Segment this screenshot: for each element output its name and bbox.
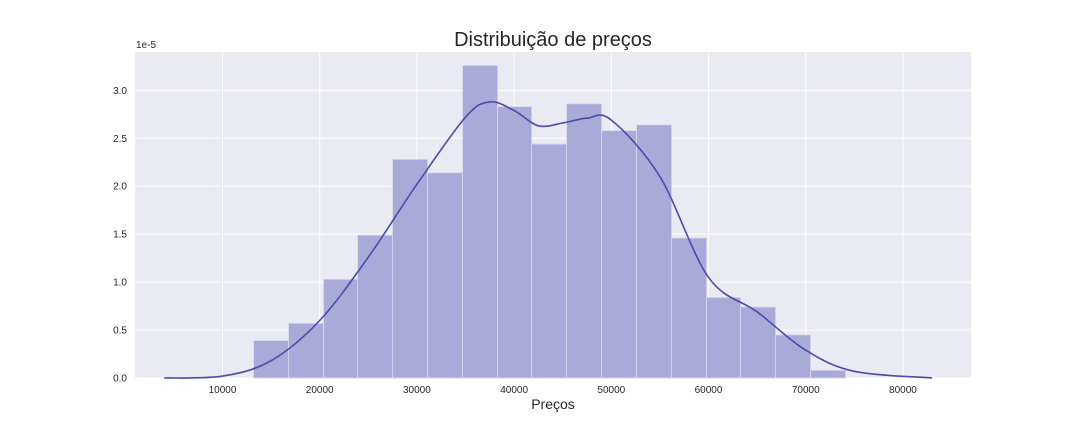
x-tick-label: 80000 xyxy=(889,385,917,396)
y-tick-label: 2.0 xyxy=(113,182,127,193)
histogram-bar xyxy=(253,340,289,379)
x-axis-label: Preços xyxy=(531,396,575,412)
histogram-bar xyxy=(288,322,324,379)
histogram-bar xyxy=(357,234,394,379)
chart-title: Distribuição de preços xyxy=(454,29,652,51)
histogram-bar xyxy=(706,297,742,379)
histogram-bar xyxy=(531,143,568,379)
histogram-bar xyxy=(671,237,707,379)
y-tick-label: 1.5 xyxy=(113,230,127,241)
y-tick-label: 1.0 xyxy=(113,278,127,289)
histogram-bars xyxy=(253,65,847,379)
histogram-bar xyxy=(462,65,498,379)
histogram-bar xyxy=(740,306,777,379)
y-offset-label: 1e-5 xyxy=(136,40,156,51)
y-tick-labels: 0.0 0.5 1.0 1.5 2.0 2.5 3.0 xyxy=(113,86,127,385)
x-tick-label: 50000 xyxy=(597,385,625,396)
histogram-bar xyxy=(636,124,672,379)
x-tick-label: 70000 xyxy=(792,385,820,396)
y-tick-label: 3.0 xyxy=(113,86,127,97)
x-tick-labels: 10000 20000 30000 40000 50000 60000 70000 80000 xyxy=(209,385,918,396)
histogram-bar xyxy=(497,106,533,379)
histogram-bar xyxy=(323,278,359,379)
y-tick-label: 0.5 xyxy=(113,326,127,337)
kde-curve xyxy=(164,100,933,379)
y-tick-label: 2.5 xyxy=(113,134,127,145)
x-tick-label: 40000 xyxy=(500,385,528,396)
x-tick-label: 30000 xyxy=(403,385,431,396)
histogram-bar xyxy=(392,158,428,379)
x-tick-label: 20000 xyxy=(306,385,334,396)
x-tick-label: 60000 xyxy=(695,385,723,396)
x-tick-label: 10000 xyxy=(209,385,237,396)
histogram-bar xyxy=(601,130,638,379)
histogram-bar xyxy=(566,103,603,379)
histogram-bar xyxy=(427,172,463,379)
y-tick-label: 0.0 xyxy=(113,374,127,385)
histogram-bar xyxy=(810,369,847,379)
